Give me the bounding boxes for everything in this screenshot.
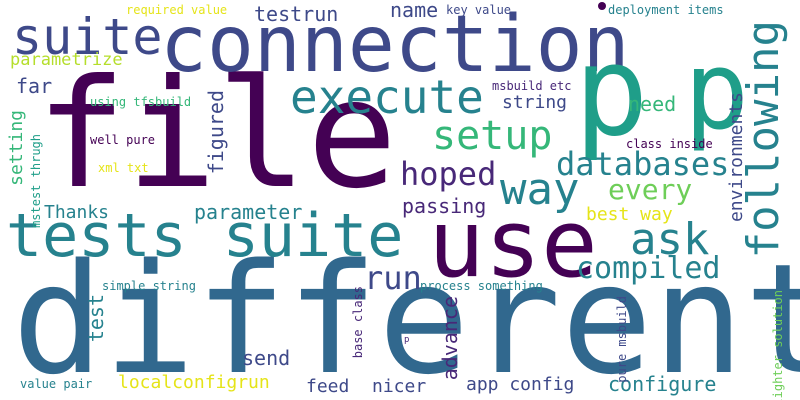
word-passing: passing [402, 196, 486, 216]
word-parameter: parameter [194, 202, 302, 222]
dot-mark [598, 2, 606, 10]
word-far: far [16, 76, 52, 96]
word-following: following [742, 20, 786, 258]
word-lighter-solution: lighter solution [772, 290, 784, 400]
word-test: test [86, 294, 106, 342]
word-setup: setup [432, 116, 552, 156]
word-testrun: testrun [254, 4, 338, 24]
word-mstest-thrugh: mstest thrugh [30, 134, 42, 228]
word-parametrize: parametrize [10, 52, 123, 69]
word-required-value: required value [126, 4, 227, 16]
word-using-tfsbuild: using tfsbuild [90, 96, 191, 108]
word-thanks: Thanks [44, 204, 109, 222]
word-deployment-items: deployment items [608, 4, 724, 16]
word-msbuild-etc: msbuild etc [492, 80, 571, 92]
word-figured: figured [206, 90, 226, 174]
word-process-something: process something [420, 280, 543, 292]
word-feed: feed [306, 378, 349, 396]
word-name: name [390, 0, 438, 20]
word-base-class: base class [352, 286, 364, 358]
word-class-inside: class inside [626, 138, 713, 150]
word-string: string [502, 94, 567, 112]
word-key-value: key value [446, 4, 511, 16]
word-app-config: app config [466, 376, 574, 394]
word-hoped: hoped [400, 158, 496, 190]
word-compiled: compiled [576, 254, 721, 284]
word-setting: setting [8, 110, 26, 186]
word-well-pure: well pure [90, 134, 155, 146]
word-run: run [364, 262, 422, 294]
word-xml-txt: xml txt [98, 162, 149, 174]
word-simple-string: simple string [102, 280, 196, 292]
word-need: need [628, 94, 676, 114]
word-send: send [242, 348, 290, 368]
word-nicer: nicer [372, 378, 426, 396]
word-value-pair: value pair [20, 378, 92, 390]
word-p-small: p [404, 336, 409, 345]
word-pure-msbuild: pure msbuild [616, 296, 628, 383]
word-advance: advance [440, 296, 460, 380]
word-every: every [608, 176, 692, 204]
word-best-way: best way [586, 206, 673, 224]
word-localconfigrun: localconfigrun [118, 374, 270, 392]
word-environments: environments [728, 92, 746, 222]
